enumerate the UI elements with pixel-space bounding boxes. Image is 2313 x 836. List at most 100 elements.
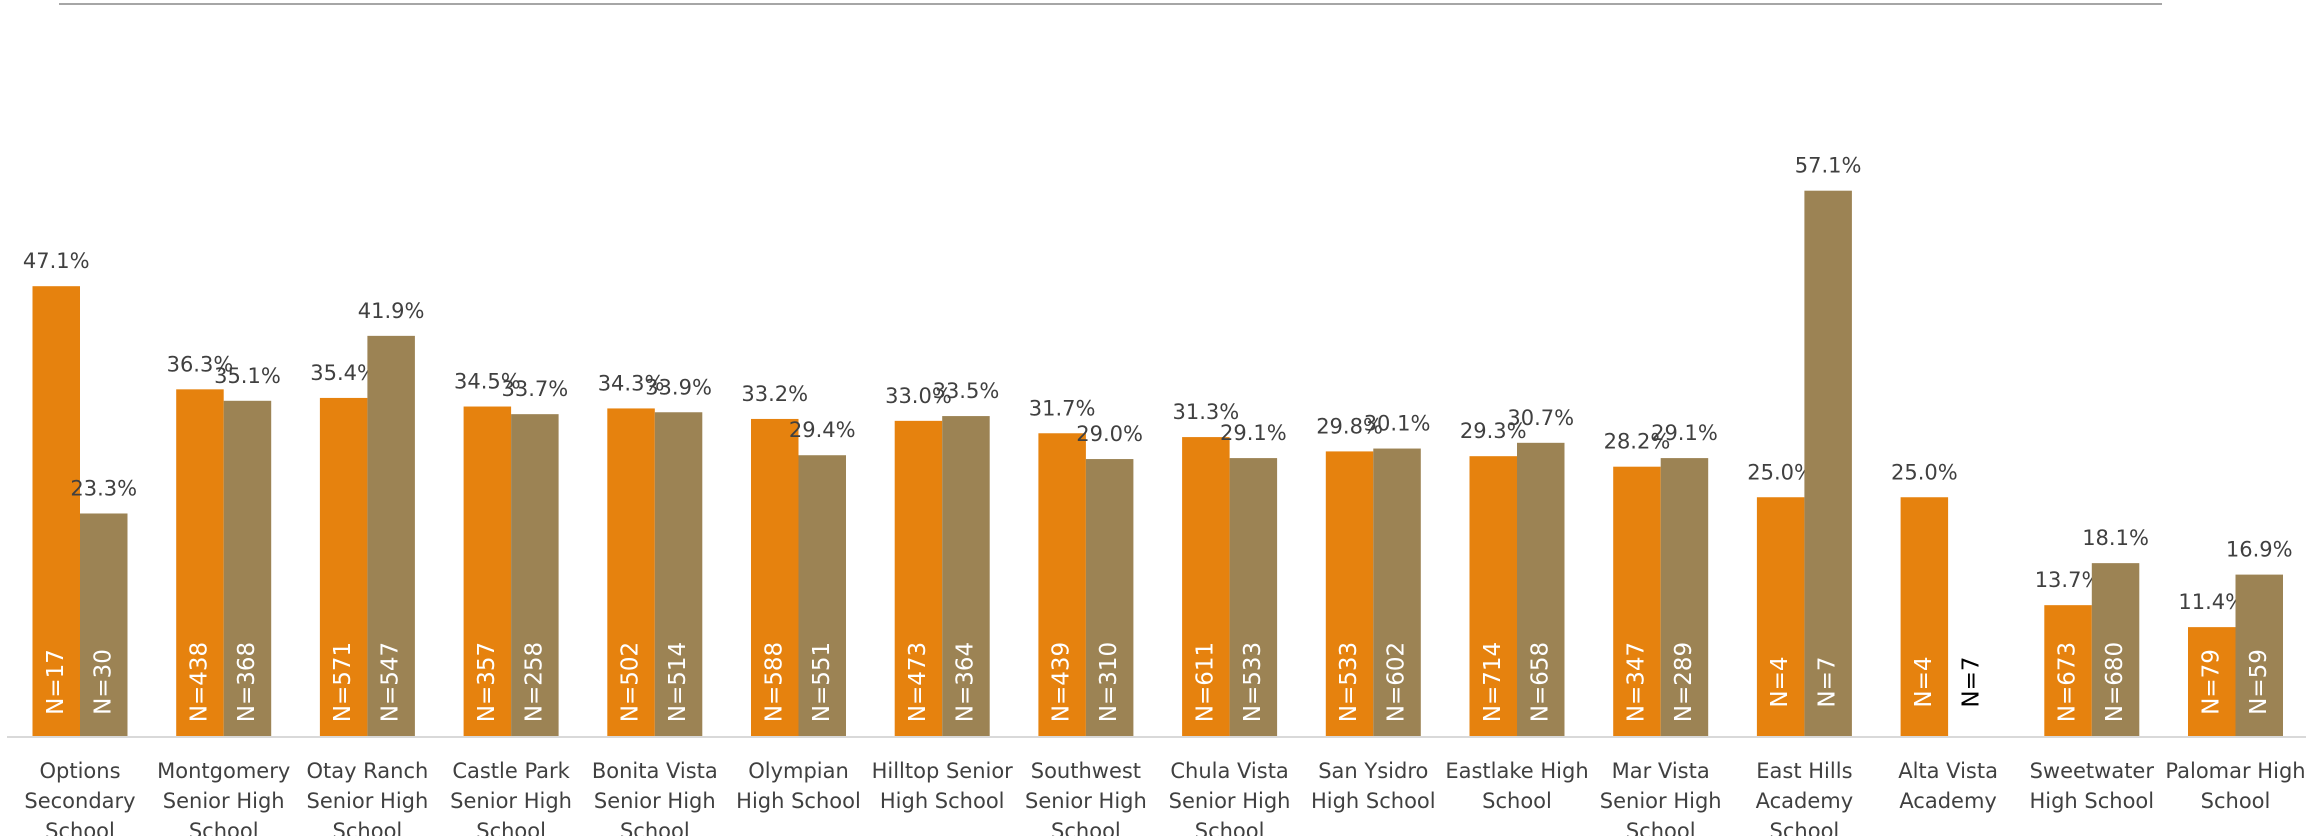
value-label: 18.1% xyxy=(2082,526,2149,550)
x-tick-label: Bonita Vista xyxy=(592,759,718,783)
x-tick-label: Senior High xyxy=(1025,789,1147,813)
n-label: N=547 xyxy=(378,642,404,722)
bar xyxy=(1325,451,1374,736)
value-label: 30.7% xyxy=(1507,406,1574,430)
x-tick-label: Academy xyxy=(1899,789,1997,813)
value-label: 29.4% xyxy=(789,418,856,442)
x-tick-label: School xyxy=(476,819,546,836)
x-tick-label: High School xyxy=(1311,789,1436,813)
value-label: 41.9% xyxy=(358,299,425,323)
value-label: 29.1% xyxy=(1220,421,1287,445)
value-label: 33.0% xyxy=(885,384,952,408)
n-label: N=714 xyxy=(1480,642,1506,722)
n-label: N=17 xyxy=(43,649,69,715)
n-label: N=364 xyxy=(952,642,978,722)
value-label: 25.0% xyxy=(1891,460,1958,484)
bar xyxy=(463,406,512,736)
value-label: 35.4% xyxy=(310,361,377,385)
x-tick-label: Alta Vista xyxy=(1898,759,1998,783)
n-label: N=611 xyxy=(1192,642,1218,722)
value-label: 29.3% xyxy=(1460,419,1527,443)
bar xyxy=(751,418,799,736)
bar xyxy=(2235,574,2283,736)
n-label: N=588 xyxy=(761,642,787,722)
n-label: N=571 xyxy=(330,642,356,722)
n-label: N=514 xyxy=(665,642,691,722)
x-tick-label: San Ysidro xyxy=(1318,759,1428,783)
bar xyxy=(80,513,128,736)
x-tick-label: High School xyxy=(880,789,1005,813)
value-label: 36.3% xyxy=(167,352,234,376)
x-tick-label: School xyxy=(620,819,690,836)
n-label: N=258 xyxy=(521,642,547,722)
bar xyxy=(176,389,224,736)
x-tick-label: Chula Vista xyxy=(1170,759,1288,783)
value-label: 23.3% xyxy=(70,476,137,500)
n-label: N=7 xyxy=(1815,656,1841,707)
value-label: 33.7% xyxy=(501,377,568,401)
value-label: 57.1% xyxy=(1795,154,1862,178)
n-label: N=473 xyxy=(905,642,931,722)
bar xyxy=(1373,448,1421,736)
n-label: N=438 xyxy=(186,642,212,722)
n-label: N=602 xyxy=(1384,642,1410,722)
value-label: 29.8% xyxy=(1316,414,1383,438)
bar xyxy=(1804,190,1852,736)
bar xyxy=(1613,466,1661,736)
x-tick-label: Castle Park xyxy=(452,759,570,783)
bar xyxy=(1517,442,1565,736)
value-label: 30.1% xyxy=(1364,412,1431,436)
n-label: N=30 xyxy=(90,649,116,715)
value-label: 34.5% xyxy=(454,370,521,394)
bar xyxy=(1038,433,1086,736)
value-label: 34.3% xyxy=(598,371,665,395)
x-tick-label: School xyxy=(1195,819,1265,836)
x-tick-label: Mar Vista xyxy=(1612,759,1710,783)
n-label: N=673 xyxy=(2055,642,2081,722)
value-label: 16.9% xyxy=(2226,538,2293,562)
n-label: N=368 xyxy=(234,642,260,722)
x-tick-label: School xyxy=(1482,789,1552,813)
x-tick-label: School xyxy=(1051,819,1121,836)
x-tick-label: School xyxy=(45,819,115,836)
bar xyxy=(1229,458,1278,736)
bar xyxy=(367,335,415,736)
value-label: 29.1% xyxy=(1651,421,1718,445)
n-label: N=310 xyxy=(1096,642,1122,722)
bar xyxy=(1756,497,1805,736)
value-label: 29.0% xyxy=(1076,422,1143,446)
x-tick-label: Eastlake High xyxy=(1445,759,1588,783)
x-tick-label: Southwest xyxy=(1031,759,1141,783)
bar xyxy=(2091,563,2140,736)
bar xyxy=(32,286,80,736)
bar xyxy=(1469,456,1517,736)
bar xyxy=(1085,459,1134,736)
x-tick-label: Senior High xyxy=(306,789,428,813)
bar xyxy=(2044,605,2092,736)
bar xyxy=(607,408,655,736)
n-label: N=59 xyxy=(2246,649,2272,715)
n-label: N=79 xyxy=(2198,649,2224,715)
bar xyxy=(223,400,272,736)
n-label: N=4 xyxy=(1767,656,1793,707)
bar xyxy=(798,455,846,736)
x-tick-label: Senior High xyxy=(1169,789,1291,813)
bar xyxy=(319,397,368,736)
value-label: 33.9% xyxy=(645,375,712,399)
value-label: 33.5% xyxy=(933,379,1000,403)
x-tick-label: Hilltop Senior xyxy=(872,759,1014,783)
x-tick-label: High School xyxy=(736,789,861,813)
value-label: 31.3% xyxy=(1172,400,1239,424)
n-label: N=4 xyxy=(1911,656,1937,707)
x-tick-label: Academy xyxy=(1756,789,1854,813)
n-label: N=533 xyxy=(1240,642,1266,722)
bar xyxy=(2188,627,2236,736)
x-tick-label: Montgomery xyxy=(157,759,290,783)
x-tick-label: School xyxy=(189,819,259,836)
x-tick-label: East Hills xyxy=(1756,759,1852,783)
x-tick-label: Secondary xyxy=(24,789,135,813)
n-label: N=551 xyxy=(809,642,835,722)
value-label: 47.1% xyxy=(23,249,90,273)
value-label: 35.1% xyxy=(214,364,281,388)
bar xyxy=(1900,497,1949,736)
